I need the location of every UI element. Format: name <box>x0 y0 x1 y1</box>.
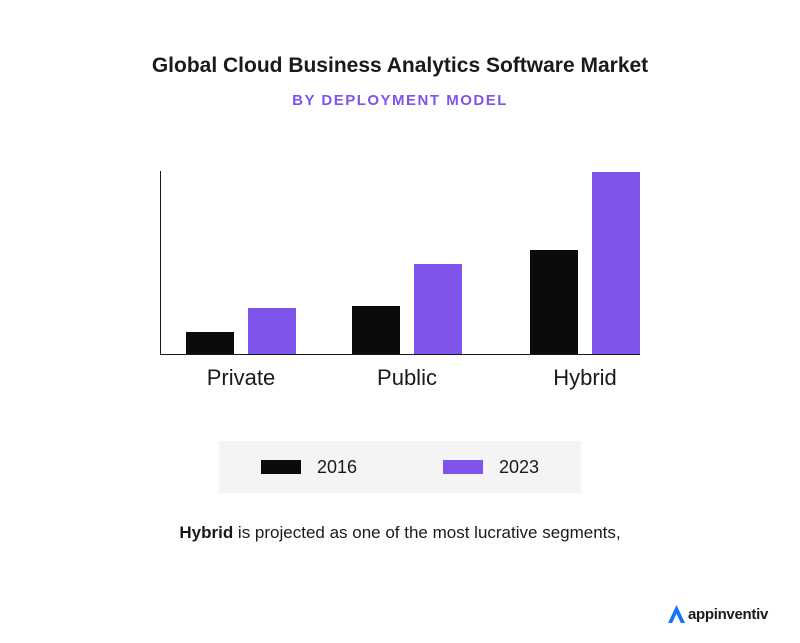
legend: 2016 2023 <box>219 441 581 493</box>
legend-item-2016: 2016 <box>261 457 357 478</box>
bar-public-2016 <box>352 306 400 354</box>
legend-label-2023: 2023 <box>499 457 539 478</box>
x-axis <box>160 354 640 355</box>
bar-chart <box>160 171 640 355</box>
legend-swatch-2023 <box>443 460 483 474</box>
legend-item-2023: 2023 <box>443 457 539 478</box>
caption-bold: Hybrid <box>179 523 233 542</box>
bar-public-2023 <box>414 264 462 354</box>
caption-rest: is projected as one of the most lucrativ… <box>233 523 620 542</box>
chart-title: Global Cloud Business Analytics Software… <box>0 0 800 78</box>
category-label-public: Public <box>337 365 477 391</box>
bar-group-hybrid <box>530 172 640 354</box>
category-label-private: Private <box>171 365 311 391</box>
brand-a-icon <box>668 605 685 623</box>
bar-hybrid-2023 <box>592 172 640 354</box>
y-axis <box>160 171 161 355</box>
caption: Hybrid is projected as one of the most l… <box>0 523 800 543</box>
legend-label-2016: 2016 <box>317 457 357 478</box>
brand-logo: appinventiv <box>668 605 768 623</box>
category-labels: Private Public Hybrid <box>160 365 640 393</box>
bar-private-2016 <box>186 332 234 354</box>
brand-text: appinventiv <box>688 606 768 623</box>
bar-group-private <box>186 308 296 354</box>
bar-hybrid-2016 <box>530 250 578 354</box>
legend-swatch-2016 <box>261 460 301 474</box>
category-label-hybrid: Hybrid <box>515 365 655 391</box>
chart-subtitle: BY DEPLOYMENT MODEL <box>0 92 800 109</box>
bar-group-public <box>352 264 462 354</box>
bar-private-2023 <box>248 308 296 354</box>
